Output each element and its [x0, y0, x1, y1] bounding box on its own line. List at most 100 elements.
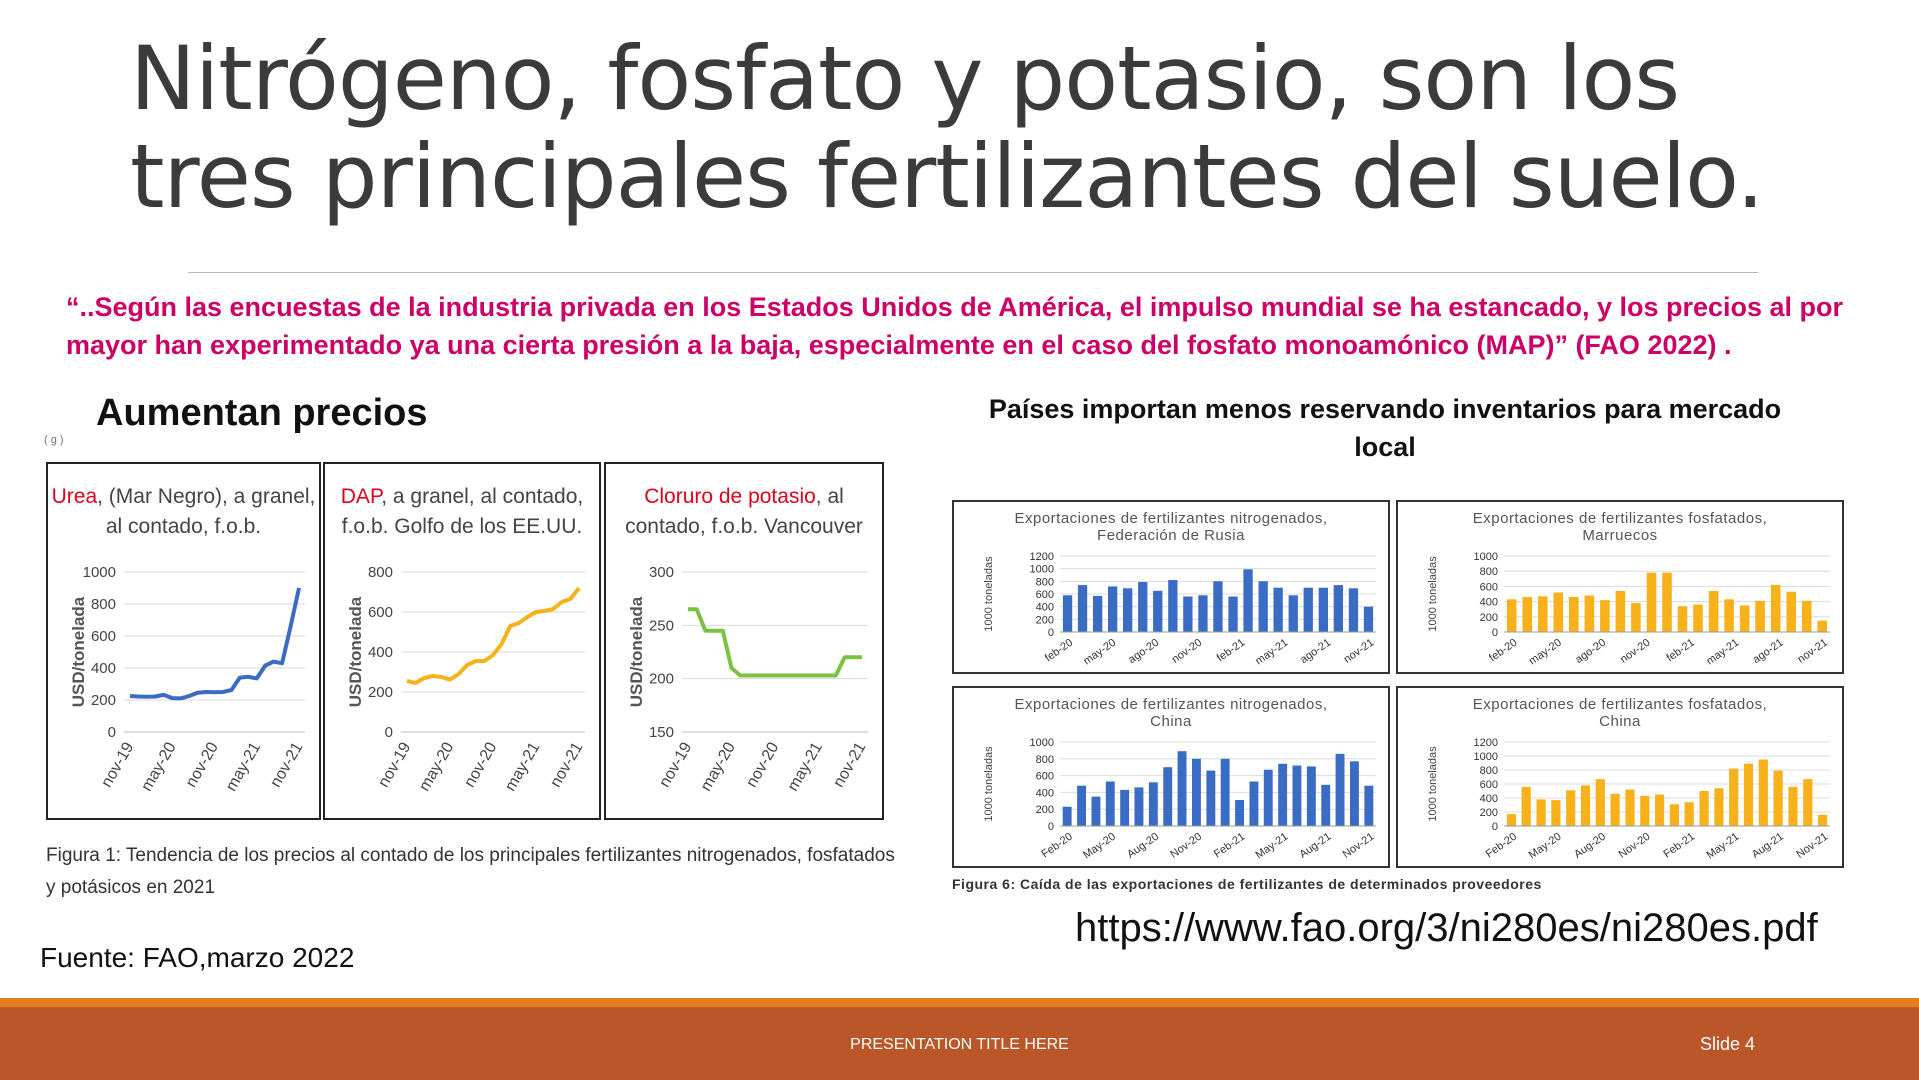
y-tick-label: 250: [649, 617, 674, 634]
bar: [1077, 585, 1088, 632]
bar: [1553, 592, 1564, 632]
y-tick-label: 400: [1036, 602, 1054, 614]
bar: [1105, 781, 1115, 826]
y-tick-label: 200: [91, 692, 116, 709]
x-tick-label: nov-21: [830, 739, 869, 790]
x-tick-label: nov-20: [1170, 637, 1204, 666]
y-tick-label: 600: [91, 628, 116, 645]
x-tick-label: Aug-20: [1572, 831, 1608, 861]
source-url[interactable]: https://www.fao.org/3/ni280es/ni280es.pd…: [1075, 906, 1818, 950]
x-tick-label: may-21: [1704, 637, 1741, 668]
x-tick-label: Aug-20: [1125, 831, 1161, 861]
y-tick-label: 800: [368, 564, 393, 581]
bar: [1640, 795, 1650, 826]
bar: [1743, 763, 1754, 826]
bar: [1192, 758, 1201, 826]
x-tick-label: Nov-20: [1168, 831, 1204, 861]
y-axis-label: USD/tonelada: [346, 596, 365, 707]
x-tick-label: may-21: [223, 739, 264, 794]
y-tick-label: 800: [1036, 754, 1054, 766]
x-tick-label: may-21: [502, 739, 543, 794]
x-tick-label: Feb-21: [1662, 831, 1697, 861]
chart-morocco-p-panel: Exportaciones de fertilizantes fosfatado…: [1396, 500, 1844, 674]
y-tick-label: 800: [1480, 765, 1498, 777]
bar: [1108, 586, 1118, 632]
footer-presentation-title: PRESENTATION TITLE HERE: [850, 1036, 1069, 1053]
bar: [1536, 799, 1546, 826]
y-tick-label: 600: [1480, 779, 1498, 791]
y-tick-label: 1000: [83, 564, 116, 581]
x-tick-label: may-20: [138, 739, 179, 794]
y-axis-label: 1000 toneladas: [983, 556, 995, 632]
y-tick-label: 200: [1036, 614, 1054, 626]
bar: [1551, 800, 1561, 826]
bar: [1818, 814, 1828, 826]
bar: [1148, 782, 1158, 826]
bar: [1801, 600, 1812, 632]
x-tick-label: nov-21: [1342, 637, 1376, 666]
bar: [1062, 595, 1073, 632]
y-tick-label: 0: [385, 724, 393, 741]
bar: [1677, 606, 1688, 632]
bar: [1292, 765, 1302, 826]
title-divider: [188, 272, 1758, 273]
bar: [1788, 786, 1798, 826]
bar: [1786, 591, 1796, 632]
bar: [1163, 767, 1173, 826]
x-tick-label: nov-19: [98, 739, 137, 790]
y-tick-label: 0: [1048, 821, 1054, 833]
x-tick-label: Feb-20: [1484, 831, 1519, 861]
bar: [1077, 785, 1086, 826]
bar: [1615, 591, 1626, 632]
y-tick-label: 400: [1036, 787, 1054, 799]
y-tick-label: 0: [1492, 627, 1498, 639]
chart-potash-title: Cloruro de potasio, al contado, f.o.b. V…: [606, 482, 882, 542]
footer-bar: [0, 1007, 1919, 1080]
bar: [1631, 603, 1641, 632]
source-note: Fuente: FAO,marzo 2022: [40, 942, 355, 973]
bar: [1335, 753, 1345, 826]
bar: [1348, 588, 1359, 632]
bar: [1333, 585, 1343, 632]
y-tick-label: 800: [1036, 576, 1054, 588]
bar: [1662, 572, 1672, 632]
y-tick-label: 600: [1036, 771, 1054, 783]
y-tick-label: 1000: [1030, 737, 1054, 749]
chart-china-p-title: Exportaciones de fertilizantes fosfatado…: [1472, 696, 1768, 730]
x-tick-label: May-20: [1081, 831, 1118, 862]
bar: [1220, 758, 1230, 826]
chart-urea-title-rest: , (Mar Negro), a granel, al contado, f.o…: [97, 485, 316, 538]
bar: [1278, 763, 1288, 826]
chart-urea-title-highlight: Urea: [51, 485, 98, 508]
bar: [1669, 804, 1679, 826]
x-tick-label: May-21: [1704, 831, 1741, 862]
bar: [1684, 802, 1694, 826]
x-tick-label: feb-21: [1664, 637, 1696, 665]
y-tick-label: 400: [1480, 597, 1498, 609]
x-tick-label: Nov-20: [1617, 831, 1653, 861]
bar: [1206, 770, 1216, 826]
y-axis-label: 1000 toneladas: [1427, 746, 1439, 822]
bar: [1120, 789, 1130, 826]
slide-number: Slide 4: [1700, 1034, 1756, 1054]
y-tick-label: 1200: [1474, 737, 1498, 749]
chart-urea-panel: Urea, (Mar Negro), a granel, al contado,…: [46, 462, 321, 820]
x-tick-label: may-20: [1081, 637, 1118, 668]
bar: [1538, 596, 1548, 632]
bar: [1363, 606, 1374, 632]
chart-potash-panel: Cloruro de potasio, al contado, f.o.b. V…: [604, 462, 884, 820]
y-axis-label: USD/tonelada: [627, 596, 646, 707]
x-tick-label: Feb-21: [1212, 831, 1247, 861]
bar: [1288, 595, 1298, 632]
bar: [1318, 587, 1328, 632]
x-tick-label: ago-21: [1751, 637, 1786, 666]
y-tick-label: 800: [91, 596, 116, 613]
x-tick-label: nov-21: [547, 739, 586, 790]
bar: [1699, 791, 1709, 826]
y-tick-label: 1000: [1030, 564, 1054, 576]
x-tick-label: Aug-21: [1297, 831, 1333, 861]
bar: [1249, 781, 1259, 826]
x-tick-label: ago-20: [1126, 637, 1161, 666]
